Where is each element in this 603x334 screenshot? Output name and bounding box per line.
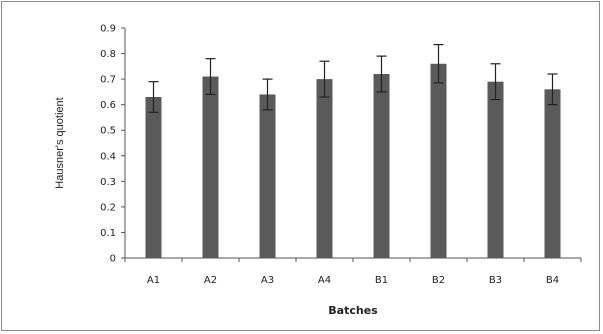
y-axis-title: Hausner's quotient (54, 97, 66, 188)
y-tick-label: 0.3 (100, 177, 116, 188)
y-tick-label: 0.8 (100, 49, 116, 60)
y-tick-label: 0.4 (100, 151, 116, 162)
bar-a1 (145, 97, 162, 258)
y-tick-label: 0.5 (100, 126, 116, 137)
x-tick-label: A3 (261, 275, 274, 286)
x-tick-label: B2 (432, 275, 445, 286)
bars (145, 63, 561, 259)
bar-a2 (202, 76, 219, 258)
x-tick-label: B4 (546, 275, 559, 286)
error-bars (148, 44, 558, 113)
bar-b2 (430, 63, 447, 259)
y-tick-label: 0 (110, 254, 116, 265)
bar-b1 (373, 74, 390, 258)
x-tick-label: A4 (318, 275, 331, 286)
x-tick-label: A1 (147, 275, 160, 286)
y-tick-label: 0.9 (100, 24, 116, 35)
x-tick-label: B3 (489, 275, 502, 286)
bar-a3 (259, 94, 276, 258)
x-tick-label: B1 (375, 275, 388, 286)
y-tick-label: 0.2 (100, 202, 116, 213)
bar-b3 (487, 81, 504, 259)
x-tick-label: A2 (204, 275, 217, 286)
y-tick-label: 0.1 (100, 228, 116, 239)
bar-a4 (316, 79, 333, 258)
bar-b4 (544, 89, 561, 258)
x-axis-ticks: A1 A2 A3 A4 B1 B2 B3 B4 (124, 258, 582, 286)
y-tick-label: 0.7 (100, 75, 116, 86)
y-tick-label: 0.6 (100, 100, 116, 111)
x-axis-title: Batches (328, 304, 378, 317)
y-axis-ticks: 0 0.1 0.2 0.3 0.4 0.5 0.6 0.7 0.8 0.9 (100, 24, 125, 265)
